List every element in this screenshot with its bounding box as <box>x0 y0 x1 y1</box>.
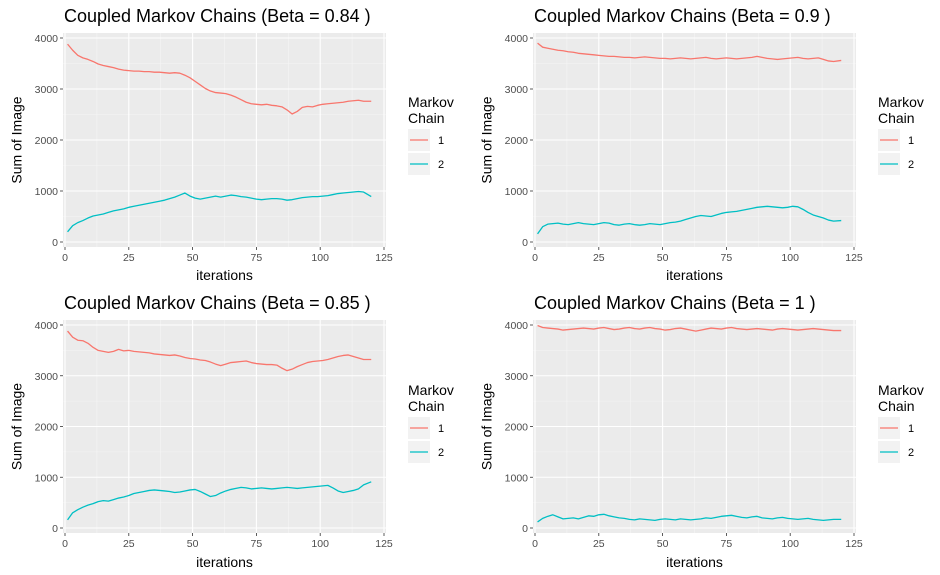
x-axis-label: iterations <box>666 554 723 570</box>
x-tick-label: 25 <box>123 538 135 550</box>
y-tick-label: 2000 <box>35 135 59 147</box>
chart-title: Coupled Markov Chains (Beta = 0.9 ) <box>534 6 831 26</box>
chart-panel-1: 0 25 50 75 100 125 0 1000 2000 3000 4000 Coupled Ma… <box>9 6 454 283</box>
series-line-2 <box>537 513 842 523</box>
legend-label-1: 1 <box>438 135 444 147</box>
x-tick-label: 25 <box>593 252 605 264</box>
x-tick-label: 75 <box>251 538 263 550</box>
y-tick-label: 0 <box>52 523 58 535</box>
x-tick-label: 0 <box>532 252 538 264</box>
x-tick-label: 75 <box>721 538 733 550</box>
x-tick-label: 100 <box>311 252 329 264</box>
x-tick-label: 0 <box>62 538 68 550</box>
y-tick-label: 4000 <box>505 33 529 45</box>
x-tick-label: 125 <box>845 538 863 550</box>
x-tick-label: 0 <box>532 538 538 550</box>
y-tick-label: 0 <box>522 237 528 249</box>
x-tick-label: 125 <box>375 538 393 550</box>
y-axis-label: Sum of Image <box>479 96 495 183</box>
x-tick-label: 25 <box>123 252 135 264</box>
y-tick-label: 2000 <box>35 422 59 434</box>
legend-label-1: 1 <box>438 423 444 435</box>
series-line-1 <box>537 42 842 63</box>
x-tick-label: 50 <box>657 538 669 550</box>
x-tick-label: 125 <box>375 252 393 264</box>
chart-title: Coupled Markov Chains (Beta = 0.84 ) <box>64 6 371 26</box>
x-tick-label: 100 <box>311 538 329 550</box>
series-line-1 <box>67 330 372 372</box>
y-axis-label: Sum of Image <box>9 383 25 470</box>
y-tick-label: 0 <box>52 237 58 249</box>
x-tick-label: 50 <box>657 252 669 264</box>
x-tick-label: 75 <box>251 252 263 264</box>
chart-title: Coupled Markov Chains (Beta = 0.85 ) <box>64 293 371 313</box>
x-axis-label: iterations <box>196 554 253 570</box>
legend-label-2: 2 <box>908 447 914 459</box>
x-tick-label: 50 <box>187 538 199 550</box>
series-line-1 <box>537 324 842 332</box>
y-tick-label: 3000 <box>35 371 59 383</box>
y-tick-label: 3000 <box>35 84 59 96</box>
x-tick-label: 125 <box>845 252 863 264</box>
y-tick-label: 1000 <box>505 186 529 198</box>
x-tick-label: 25 <box>593 538 605 550</box>
y-tick-label: 1000 <box>35 186 59 198</box>
y-tick-label: 0 <box>522 523 528 535</box>
x-tick-label: 100 <box>781 538 799 550</box>
y-axis-label: Sum of Image <box>9 96 25 183</box>
y-tick-label: 3000 <box>505 84 529 96</box>
x-tick-label: 0 <box>62 252 68 264</box>
legend-label-1: 1 <box>908 423 914 435</box>
x-tick-label: 100 <box>781 252 799 264</box>
legend-title: Markov <box>408 94 454 110</box>
series-line-1 <box>67 43 372 115</box>
chart-title: Coupled Markov Chains (Beta = 1 ) <box>534 293 816 313</box>
legend-label-2: 2 <box>908 159 914 171</box>
y-tick-label: 1000 <box>35 472 59 484</box>
y-tick-label: 4000 <box>35 33 59 45</box>
y-tick-label: 4000 <box>35 320 59 332</box>
legend-title: Chain <box>878 398 915 414</box>
y-tick-label: 3000 <box>505 371 529 383</box>
legend-title: Chain <box>878 110 915 126</box>
legend-label-1: 1 <box>908 135 914 147</box>
series-line-2 <box>67 481 372 521</box>
chart-panel-3: 0 25 50 75 100 125 0 1000 2000 3000 4000 Coupled Ma… <box>9 293 454 570</box>
chart-panel-2: 0 25 50 75 100 125 0 1000 2000 3000 4000 Coupled Ma… <box>479 6 924 283</box>
series-line-2 <box>67 190 372 233</box>
legend-title: Markov <box>878 94 924 110</box>
legend-title: Markov <box>408 382 454 398</box>
legend-label-2: 2 <box>438 447 444 459</box>
y-tick-label: 1000 <box>505 472 529 484</box>
legend-label-2: 2 <box>438 159 444 171</box>
legend-title: Chain <box>408 110 445 126</box>
y-axis-label: Sum of Image <box>479 383 495 470</box>
legend-title: Markov <box>878 382 924 398</box>
legend-title: Chain <box>408 398 445 414</box>
series-line-2 <box>537 205 842 235</box>
y-tick-label: 2000 <box>505 422 529 434</box>
chart-panel-4: 0 25 50 75 100 125 0 1000 2000 3000 4000 Coupled Ma… <box>479 293 924 570</box>
y-tick-label: 2000 <box>505 135 529 147</box>
y-tick-label: 4000 <box>505 320 529 332</box>
x-axis-label: iterations <box>666 267 723 283</box>
x-tick-label: 75 <box>721 252 733 264</box>
x-tick-label: 50 <box>187 252 199 264</box>
x-axis-label: iterations <box>196 267 253 283</box>
